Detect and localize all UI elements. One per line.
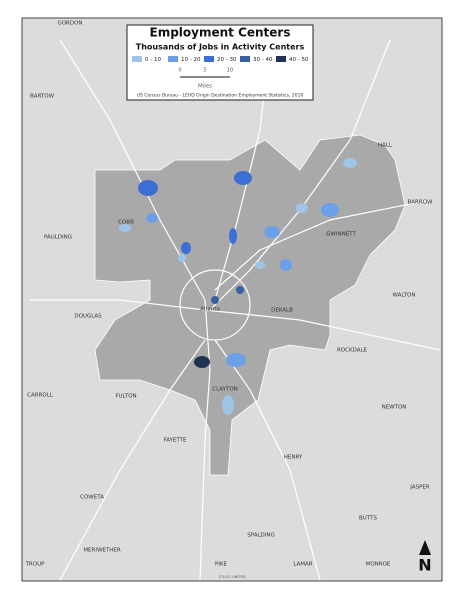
place-label: FULTON: [115, 394, 136, 400]
place-label: HENRY: [284, 455, 303, 461]
place-label: MONROE: [366, 562, 391, 568]
place-label: HALL: [378, 143, 393, 149]
place-label: LAMAR: [293, 562, 312, 568]
activity-center: [222, 395, 234, 415]
legend-label: 30 - 40: [253, 57, 273, 63]
activity-center: [296, 203, 308, 213]
place-label: BARTOW: [30, 94, 55, 100]
activity-center: [194, 356, 210, 368]
activity-center: [264, 226, 280, 238]
activity-centers: [119, 158, 357, 415]
place-label: DOUGLAS: [74, 314, 102, 320]
legend-label: 0 - 10: [145, 57, 161, 63]
legend-swatch: [168, 56, 178, 62]
north-arrow: [419, 540, 431, 555]
subtitle: Thousands of Jobs in Activity Centers: [136, 43, 305, 52]
place-label: MERIWETHER: [83, 548, 121, 554]
legend-swatch: [276, 56, 286, 62]
place-label: COBB: [118, 220, 134, 226]
activity-center: [226, 353, 246, 367]
place-label: BUTTS: [359, 516, 377, 522]
activity-center: [236, 286, 244, 294]
activity-center: [280, 259, 292, 271]
scale-tick-label: 10: [227, 68, 233, 74]
place-label: PIKE: [215, 562, 228, 568]
place-label: WALTON: [392, 293, 415, 299]
place-label: NEWTON: [382, 405, 407, 411]
title: Employment Centers: [150, 26, 291, 40]
place-label: FAYETTE: [164, 438, 187, 444]
place-label: BARROW: [408, 200, 434, 206]
place-label: GORDON: [57, 21, 82, 27]
place-label: TROUP: [25, 562, 46, 568]
activity-center: [321, 203, 339, 217]
place-label: COWETA: [80, 495, 104, 501]
place-label: DEKALB: [271, 308, 293, 314]
activity-center: [119, 224, 131, 232]
scale-tick-label: 5: [203, 68, 206, 74]
activity-center: [343, 158, 357, 168]
legend-label: 40 - 50: [289, 57, 309, 63]
activity-center: [229, 228, 237, 244]
activity-center: [234, 171, 252, 185]
place-label: JASPER: [409, 485, 430, 491]
activity-center: [138, 180, 158, 196]
activity-center: [181, 242, 191, 254]
scale-unit: Miles: [198, 84, 212, 90]
legend-label: 10 - 20: [181, 57, 201, 63]
legend-box: [126, 24, 314, 101]
scale-bar: 0 5 10 Miles: [178, 68, 233, 90]
activity-center: [178, 254, 186, 262]
place-label: CARROLL: [27, 393, 54, 399]
source: US Census Bureau - LEHD Origin Destinati…: [137, 93, 304, 99]
activity-center: [146, 213, 158, 223]
legend: 0 - 10 10 - 20 20 - 30 30 - 40 40 - 50: [132, 56, 309, 63]
place-label: PAULDING: [44, 235, 72, 241]
legend-swatch: [132, 56, 142, 62]
scale-tick-label: 0: [178, 68, 181, 74]
place-label: CLAYTON: [212, 387, 238, 393]
place-label: GWINNETT: [326, 232, 356, 238]
legend-label: 20 - 30: [217, 57, 237, 63]
north-label: N: [418, 556, 431, 575]
place-label: Atlanta: [200, 307, 220, 313]
legend-swatch: [204, 56, 214, 62]
place-label: ROCKDALE: [337, 348, 368, 354]
activity-center: [255, 261, 265, 269]
place-label: SPALDING: [247, 533, 275, 539]
scale-bar-line: [180, 76, 230, 78]
legend-swatch: [240, 56, 250, 62]
place-labels: GORDON BARTOW HALL BARROW COBB PAULDING GWINNE…: [25, 21, 433, 568]
credit: ©2011 UNITED: [219, 575, 246, 579]
activity-center: [211, 296, 219, 304]
